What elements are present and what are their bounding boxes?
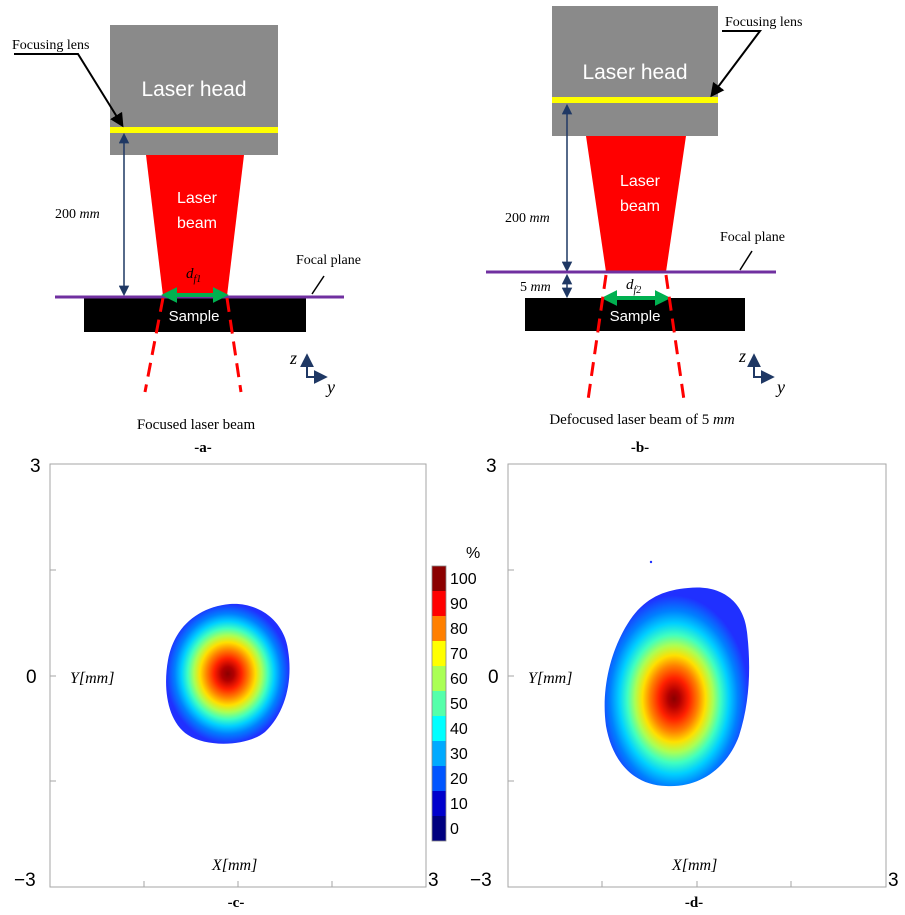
axis-z-label-b: z: [738, 346, 746, 366]
beam-divergence-left-b: [586, 274, 608, 401]
laser-head-box-b: [552, 6, 718, 136]
colorbar-tick-label: 0: [450, 821, 459, 838]
focusing-lens-label: Focusing lens: [12, 38, 89, 53]
colorbar-cell: [432, 616, 446, 641]
focal-plane-label-b: Focal plane: [720, 230, 785, 245]
y-axis-label-c: Y[mm]: [70, 670, 114, 687]
sample-block: [84, 298, 306, 332]
panel-d: 3 0 −3 3 Y[mm] X[mm] -d-: [470, 456, 899, 911]
laser-head-label: Laser head: [141, 78, 246, 101]
axis-triad-b: [747, 353, 775, 384]
colorbar-cells: [432, 566, 446, 841]
panel-label-a: -a-: [194, 440, 212, 456]
spot-diameter-label-b: df2: [626, 277, 641, 296]
laser-head-box: [110, 25, 278, 155]
panel-label-d: -d-: [685, 895, 703, 911]
y-axis-label-d: Y[mm]: [528, 670, 572, 687]
colorbar-tick-label: 80: [450, 621, 468, 638]
focal-plane-pointer: [311, 275, 325, 295]
offset-label-b: 5 mm: [520, 280, 551, 295]
panel-label-c: -c-: [228, 895, 245, 911]
colorbar-tick-label: 40: [450, 721, 468, 738]
y-tick-bottom-d: −3: [470, 870, 492, 891]
y-tick-top-c: 3: [30, 456, 41, 477]
x-tick-right-c: 3: [428, 870, 439, 891]
axis-y-label-b: y: [775, 377, 785, 397]
colorbar-border: [431, 565, 447, 842]
colorbar-tick-label: 20: [450, 771, 468, 788]
panel-c: 3 0 −3 3 Y[mm] X[mm] -c-: [14, 456, 439, 911]
sample-label: Sample: [169, 308, 220, 325]
laser-beam-b: [586, 136, 686, 272]
spot-diameter-label: df1: [186, 266, 201, 285]
laser-head-label-b: Laser head: [582, 61, 687, 84]
x-tick-right-d: 3: [888, 870, 899, 891]
focal-plane-pointer-b: [739, 250, 753, 271]
colorbar-unit: %: [466, 545, 480, 562]
beam-divergence-right-b: [664, 274, 686, 401]
beam-divergence-left: [143, 297, 165, 393]
colorbar-tick-label: 10: [450, 796, 468, 813]
colorbar-tick-label: 70: [450, 646, 468, 663]
focusing-lens-label-b: Focusing lens: [725, 15, 802, 30]
colorbar-tick-label: 30: [450, 746, 468, 763]
colorbar-cell: [432, 741, 446, 766]
colorbar-cell: [432, 641, 446, 666]
distance-label-b: 200 mm: [505, 211, 550, 226]
colorbar-cell: [432, 766, 446, 791]
panel-label-b: -b-: [631, 440, 649, 456]
colorbar-cell: [432, 816, 446, 841]
y-tick-top-d: 3: [486, 456, 497, 477]
stray-point-d: [649, 560, 653, 564]
colorbar-cell: [432, 666, 446, 691]
panel-b: Laser head Focusing lens Laser beam 200 …: [486, 6, 802, 456]
beam-profile-d: [604, 587, 750, 787]
laser-beam-b-label-2: beam: [620, 198, 660, 215]
colorbar-cell: [432, 791, 446, 816]
colorbar-tick-label: 100: [450, 571, 477, 588]
y-tick-bottom-c: −3: [14, 870, 36, 891]
colorbar-cell: [432, 691, 446, 716]
focusing-lens-pointer: [14, 53, 124, 128]
panel-a: Laser head Focusing lens Laser beam 200 …: [12, 25, 361, 456]
colorbar-tick-label: 90: [450, 596, 468, 613]
colorbar-cell: [432, 591, 446, 616]
colorbar-cell: [432, 716, 446, 741]
beam-divergence-right: [225, 297, 243, 393]
caption-b: Defocused laser beam of 5 mm: [549, 412, 735, 428]
focal-plane-label: Focal plane: [296, 253, 361, 268]
laser-beam-label-1: Laser: [177, 190, 218, 207]
laser-beam: [146, 155, 244, 296]
y-tick-mid-c: 0: [26, 667, 37, 688]
x-axis-label-d: X[mm]: [671, 857, 717, 874]
beam-profile-c: [166, 603, 290, 744]
laser-beam-b-label-1: Laser: [620, 173, 661, 190]
frame-ticks-c: [50, 569, 333, 887]
y-tick-mid-d: 0: [488, 667, 499, 688]
colorbar-tick-label: 50: [450, 696, 468, 713]
x-axis-label-c: X[mm]: [211, 857, 257, 874]
axis-y-label: y: [325, 377, 335, 397]
sample-label-b: Sample: [610, 308, 661, 325]
colorbar-cell: [432, 566, 446, 591]
axis-z-label: z: [289, 348, 297, 368]
axis-triad-a: [300, 353, 328, 384]
colorbar-tick-label: 60: [450, 671, 468, 688]
caption-a: Focused laser beam: [137, 417, 256, 433]
frame-ticks-d: [508, 569, 792, 887]
laser-beam-label-2: beam: [177, 215, 217, 232]
distance-label: 200 mm: [55, 207, 100, 222]
focusing-lens-pointer-b: [710, 30, 762, 98]
